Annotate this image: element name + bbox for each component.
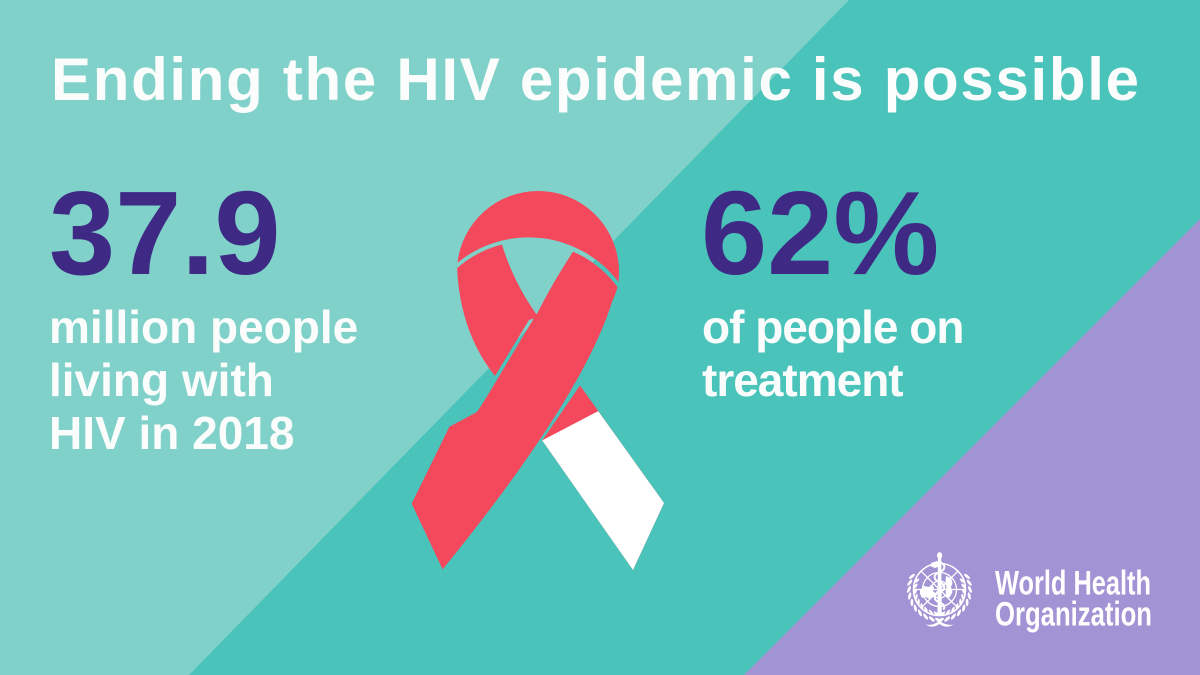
svg-text:World Health: World Health	[995, 565, 1151, 603]
svg-text:Organization: Organization	[995, 595, 1152, 633]
